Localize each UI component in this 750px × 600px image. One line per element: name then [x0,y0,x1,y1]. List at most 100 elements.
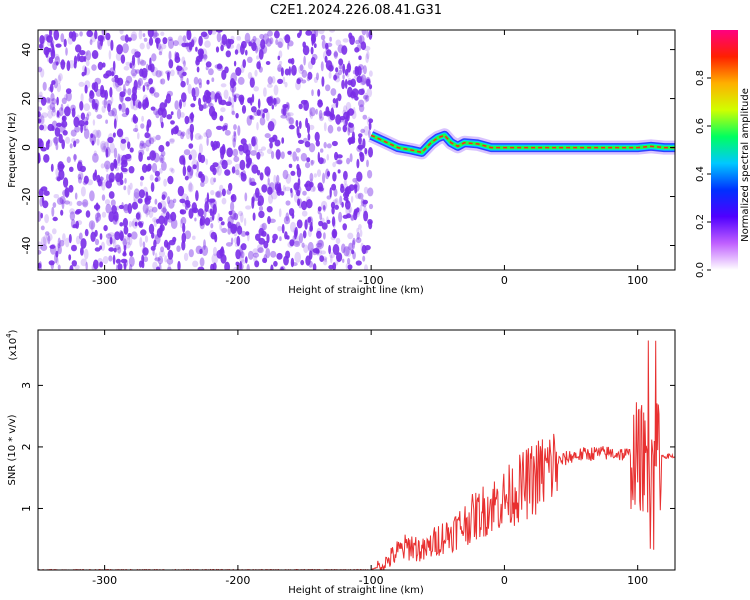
noise-blob [233,131,237,143]
noise-blob [350,213,354,222]
noise-blob [221,197,227,205]
noise-blob [76,200,83,207]
noise-blob [186,42,193,53]
noise-blob [325,60,333,71]
noise-blob [187,165,192,173]
noise-blob [356,75,363,83]
noise-blob [140,175,145,181]
noise-blob [60,103,64,112]
noise-blob [210,30,217,35]
noise-blob [197,208,204,217]
noise-blob [195,245,203,255]
noise-blob [319,212,323,220]
noise-blob [227,227,232,235]
noise-blob [335,114,342,125]
noise-blob [94,247,101,252]
noise-blob [132,128,139,132]
noise-blob [216,125,223,130]
noise-blob [54,53,60,61]
noise-blob [189,166,194,176]
noise-blob [180,73,184,83]
noise-blob [320,148,324,153]
noise-blob [210,263,215,270]
noise-blob [201,245,209,256]
noise-blob [219,222,223,231]
noise-blob [141,67,148,79]
noise-blob [108,255,113,262]
noise-blob [326,154,330,161]
noise-blob [221,159,228,170]
noise-blob [245,231,250,236]
noise-blob [317,239,325,249]
noise-blob [145,123,150,133]
noise-blob [321,39,326,49]
noise-blob [231,134,235,142]
noise-blob [45,34,50,40]
noise-blob [341,243,346,254]
noise-blob [342,38,349,43]
noise-blob [325,42,329,50]
noise-blob [316,230,322,239]
noise-blob [105,233,112,239]
noise-blob [55,175,62,181]
noise-blob [140,229,147,236]
noise-blob [263,240,269,249]
noise-blob [107,136,114,144]
noise-blob [94,238,100,246]
noise-blob [235,249,241,260]
noise-blob [356,158,360,169]
noise-blob [86,111,92,117]
figure-title: C2E1.2024.226.08.41.G31 [270,3,442,18]
noise-blob [184,40,189,50]
noise-blob [233,124,237,131]
noise-blob [277,64,282,72]
noise-blob [107,103,111,113]
noise-blob [198,104,204,112]
noise-blob [78,55,86,63]
noise-blob [282,169,289,180]
noise-blob [192,235,196,240]
noise-blob [158,250,166,258]
noise-blob [88,220,96,230]
noise-blob [56,61,59,66]
noise-blob [242,59,246,69]
noise-blob [284,34,291,44]
noise-blob [93,259,99,270]
noise-blob [358,224,362,230]
noise-blob [355,193,362,200]
noise-blob [236,35,241,41]
noise-blob [80,93,84,103]
noise-blob [325,84,331,92]
noise-blob [285,212,290,222]
noise-blob [130,33,137,41]
noise-blob [179,209,184,215]
noise-blob [288,66,291,76]
noise-blob [332,244,340,255]
noise-blob [296,219,303,229]
noise-blob [42,235,48,246]
noise-blob [38,106,43,111]
noise-blob [51,43,55,54]
noise-blob [326,143,332,149]
noise-blob [95,129,102,139]
noise-blob [318,220,324,227]
noise-blob [271,76,276,84]
noise-blob [184,115,190,125]
noise-blob [246,264,250,270]
noise-blob [75,138,80,144]
noise-blob [256,169,261,176]
noise-blob [131,48,137,55]
noise-blob [207,30,213,36]
noise-blob [352,237,356,245]
noise-blob [282,106,287,116]
noise-blob [117,246,122,254]
noise-blob [302,230,307,239]
noise-blob [80,112,86,121]
noise-blob [218,216,223,222]
noise-blob [89,190,95,202]
noise-blob [62,115,67,122]
noise-blob [153,152,160,163]
noise-blob [287,241,294,248]
noise-blob [78,171,84,180]
noise-blob [276,187,281,194]
